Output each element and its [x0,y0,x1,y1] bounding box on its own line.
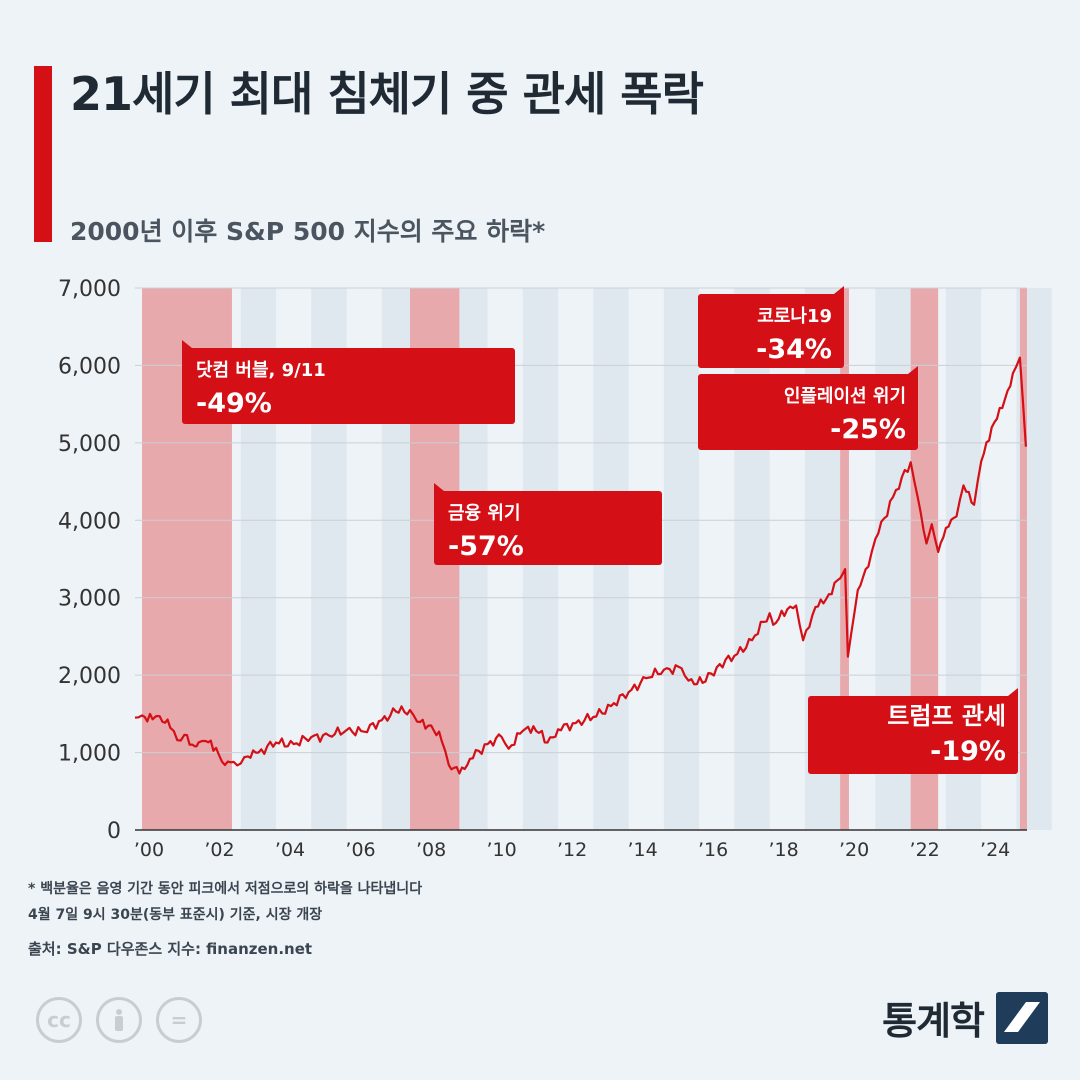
page-title: 21세기 최대 침체기 중 관세 폭락 [70,67,704,121]
x-tick-label: ’22 [910,839,940,861]
annotation-pointer [434,483,444,501]
annotation-value: -49% [196,388,272,419]
y-tick-label: 5,000 [58,432,121,457]
annotation-box [698,294,844,368]
x-tick-label: ’04 [275,839,305,861]
annotation-box [698,374,918,450]
x-tick-label: ’24 [980,839,1010,861]
y-tick-label: 1,000 [58,742,121,767]
annotation-box [434,491,662,565]
annotation-pointer [834,286,844,304]
x-tick-label: ’06 [345,839,375,861]
annotation-label: 트럼프 관세 [887,702,1006,730]
x-tick-label: ’14 [627,839,657,861]
y-axis-ticks: 0 1,000 2,000 3,000 4,000 5,000 6,000 7,000 [58,277,121,844]
annotations: 닷컴 버블, 9/11-49%금융 위기-57%코로나19-34%인플레이션 위… [182,286,1018,774]
title-accent-bar [34,66,52,242]
recession-shade [1019,288,1027,830]
y-tick-label: 6,000 [58,354,121,379]
recession-shade [840,288,849,830]
x-axis-ticks: ’00 ’02 ’04 ’06 ’08 ’10 ’12 ’14 ’16 ’18 ’20 ’22 ’24 [134,839,1010,861]
license-icons: cc = [36,997,202,1043]
footnote-2: 4월 7일 9시 30분(동부 표준시) 기준, 시장 개장 [28,907,323,923]
year-stripe [663,288,700,830]
annotation-label: 인플레이션 위기 [784,386,906,407]
y-tick-label: 4,000 [58,509,121,534]
chart-subtitle: 2000년 이후 S&P 500 지수의 주요 하락* [70,217,546,246]
annotation-pointer [908,366,918,384]
annotation-label: 코로나19 [757,306,832,327]
annotation-pointer [1008,688,1018,706]
annotation-pointer [182,340,192,358]
annotation-value: -25% [830,414,906,445]
x-tick-label: ’20 [839,839,869,861]
brand: 통계학 [882,990,1048,1045]
sp500-series-line [134,356,1027,775]
source-line: 출처: S&P 다우존스 지수: finanzen.net [28,940,313,958]
y-tick-label: 3,000 [58,587,121,612]
annotation-box [808,696,1018,774]
brand-logo-icon [996,991,1048,1044]
annotation-label: 금융 위기 [448,503,521,524]
cc-icon: cc [36,997,82,1043]
brand-name: 통계학 [882,999,985,1043]
annotation-value: -34% [756,334,832,365]
y-tick-label: 7,000 [58,277,121,302]
x-tick-label: ’10 [486,839,516,861]
attribution-icon [96,997,142,1043]
y-tick-label: 2,000 [58,664,121,689]
annotation-label: 닷컴 버블, 9/11 [196,360,326,381]
y-tick-label: 0 [107,819,121,844]
x-tick-label: ’16 [698,839,728,861]
annotation-5: 트럼프 관세 -19% [808,688,1018,774]
annotation-box [182,348,515,424]
annotation-4: 인플레이션 위기 -25% [698,366,918,450]
x-tick-label: ’08 [416,839,446,861]
year-stripe [734,288,770,830]
annotation-1: 닷컴 버블, 9/11 -49% [182,340,515,424]
annotation-value: -57% [448,531,524,562]
x-tick-label: ’00 [134,839,164,861]
x-tick-label: ’18 [769,839,799,861]
annotation-value: -19% [930,736,1006,767]
no-derivatives-icon: = [156,997,202,1043]
x-tick-label: ’12 [557,839,587,861]
annotation-2: 금융 위기 -57% [434,483,662,565]
x-tick-label: ’02 [204,839,234,861]
footnote-1: * 백분율은 음영 기간 동안 피크에서 저점으로의 하락을 나타냅니다 [28,881,423,897]
line-chart: 0 1,000 2,000 3,000 4,000 5,000 6,000 7,000 ’00… [58,277,1052,861]
footnotes: * 백분율은 음영 기간 동안 피크에서 저점으로의 하락을 나타냅니다 4월 … [28,876,422,928]
annotation-3: 코로나19 -34% [698,286,844,368]
